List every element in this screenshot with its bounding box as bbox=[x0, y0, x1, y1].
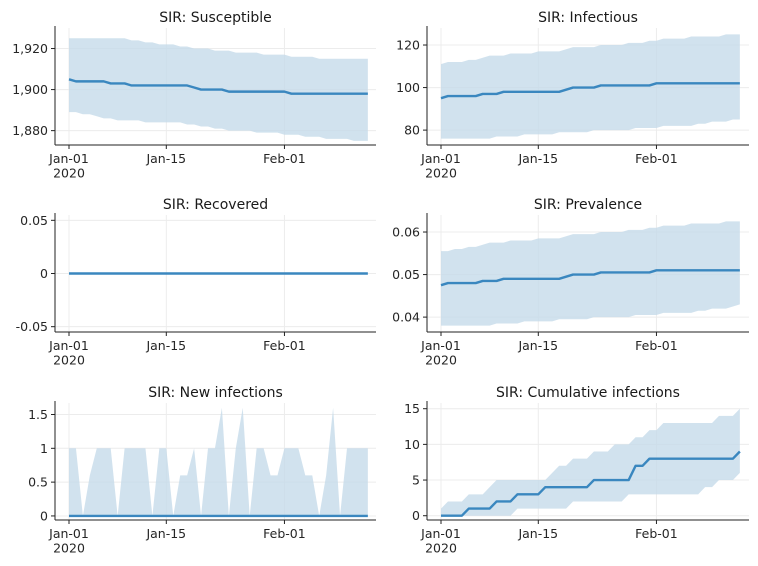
y-tick-label: 120 bbox=[396, 38, 420, 53]
x-tick-label: Jan-01 2020 bbox=[420, 526, 461, 556]
x-tick-label: Jan-15 bbox=[145, 526, 186, 541]
subplot-5: 0 0.5 1 1.5 Jan-01 2020 Jan-15 Feb-01 SIR: New i… bbox=[28, 385, 376, 556]
x-tick-label-line: Jan-01 bbox=[48, 151, 89, 166]
subplot-title: SIR: Recovered bbox=[163, 197, 268, 213]
mean-line bbox=[441, 450, 741, 517]
mean-line bbox=[440, 82, 740, 100]
y-tick-label: 1,880 bbox=[12, 123, 48, 138]
x-tick-label: Jan-15 bbox=[517, 151, 558, 166]
x-tick-label-line: Jan-01 bbox=[420, 151, 461, 166]
x-tick-label-line: Jan-01 bbox=[48, 526, 89, 541]
x-tick-label: Jan-15 bbox=[517, 338, 558, 353]
subplot-4: 0.04 0.05 0.06 Jan-01 2020 Jan-15 Feb-01 SIR: P… bbox=[392, 197, 749, 368]
x-tick-label: Jan-15 bbox=[145, 151, 186, 166]
subplot-2: 80 100 120 Jan-01 2020 Jan-15 Feb-01 SIR: Infec… bbox=[396, 10, 749, 181]
x-tick-label-line: 2020 bbox=[425, 166, 457, 181]
subplot-title: SIR: Infectious bbox=[538, 10, 638, 26]
confidence-band bbox=[441, 408, 740, 516]
y-tick-label: 0 bbox=[40, 508, 48, 523]
y-tick-label: 80 bbox=[404, 123, 420, 138]
x-tick-label-line: 2020 bbox=[425, 541, 457, 556]
x-tick-label: Jan-01 2020 bbox=[420, 151, 461, 181]
y-tick-label: 1.5 bbox=[28, 407, 48, 422]
x-tick-label-line: Jan-15 bbox=[145, 526, 186, 541]
x-tick-label-line: 2020 bbox=[53, 166, 85, 181]
x-tick-label-line: Feb-01 bbox=[263, 151, 306, 166]
x-tick-label-line: Jan-01 bbox=[420, 338, 461, 353]
x-tick-label: Feb-01 bbox=[263, 151, 306, 166]
y-tick-label: 5 bbox=[412, 473, 420, 488]
y-tick-label: 15 bbox=[404, 401, 420, 416]
confidence-band bbox=[69, 407, 368, 516]
x-tick-label: Jan-01 2020 bbox=[48, 338, 89, 368]
y-tick-label: 10 bbox=[404, 437, 420, 452]
x-tick-label-line: Jan-01 bbox=[48, 338, 89, 353]
x-tick-label-line: 2020 bbox=[53, 353, 85, 368]
x-tick-label: Feb-01 bbox=[635, 151, 678, 166]
x-tick-label-line: Feb-01 bbox=[635, 338, 678, 353]
x-tick-label: Jan-01 2020 bbox=[48, 526, 89, 556]
subplot-1: 1,880 1,900 1,920 Jan-01 2020 Jan-15 Feb-01 SIR… bbox=[12, 10, 376, 181]
x-tick-label: Jan-15 bbox=[145, 338, 186, 353]
x-tick-label-line: Feb-01 bbox=[635, 526, 678, 541]
y-tick-label: 0 bbox=[412, 508, 420, 523]
subplot-title: SIR: New infections bbox=[148, 385, 283, 401]
x-tick-label-line: Feb-01 bbox=[263, 526, 306, 541]
mean-line bbox=[440, 269, 740, 287]
y-tick-label: 0.06 bbox=[392, 225, 420, 240]
x-tick-label: Feb-01 bbox=[263, 526, 306, 541]
y-tick-label: 0.5 bbox=[28, 475, 48, 490]
subplot-3: -0.05 0 0.05 Jan-01 2020 Jan-15 Feb-01 SIR: Rec… bbox=[16, 197, 376, 368]
x-tick-label-line: 2020 bbox=[53, 541, 85, 556]
y-tick-label: 0.04 bbox=[392, 310, 420, 325]
y-tick-label: 100 bbox=[396, 80, 420, 95]
x-tick-label-line: Jan-15 bbox=[517, 526, 558, 541]
x-tick-label-line: Feb-01 bbox=[263, 338, 306, 353]
x-tick-label: Feb-01 bbox=[635, 338, 678, 353]
subplot-title: SIR: Prevalence bbox=[534, 197, 642, 213]
y-tick-label: 1 bbox=[40, 441, 48, 456]
x-tick-label-line: Feb-01 bbox=[635, 151, 678, 166]
y-tick-label: -0.05 bbox=[16, 319, 48, 334]
y-tick-label: 0.05 bbox=[20, 213, 48, 228]
x-tick-label: Feb-01 bbox=[635, 526, 678, 541]
x-tick-label-line: Jan-15 bbox=[517, 151, 558, 166]
x-tick-label-line: Jan-01 bbox=[420, 526, 461, 541]
y-tick-label: 1,920 bbox=[12, 41, 48, 56]
subplot-6: 0 5 10 15 Jan-01 2020 Jan-15 Feb-01 SIR: Cumulat… bbox=[404, 385, 749, 556]
x-tick-label: Feb-01 bbox=[263, 338, 306, 353]
y-tick-label: 0 bbox=[40, 266, 48, 281]
x-tick-label-line: Jan-15 bbox=[145, 338, 186, 353]
x-tick-label-line: Jan-15 bbox=[145, 151, 186, 166]
x-tick-label: Jan-01 2020 bbox=[48, 151, 89, 181]
x-tick-label-line: Jan-15 bbox=[517, 338, 558, 353]
y-tick-label: 1,900 bbox=[12, 82, 48, 97]
x-tick-label-line: 2020 bbox=[425, 353, 457, 368]
mean-line bbox=[68, 78, 368, 95]
subplot-title: SIR: Susceptible bbox=[159, 10, 272, 26]
x-tick-label: Jan-01 2020 bbox=[420, 338, 461, 368]
x-tick-label: Jan-15 bbox=[517, 526, 558, 541]
subplot-title: SIR: Cumulative infections bbox=[496, 385, 680, 401]
y-tick-label: 0.05 bbox=[392, 267, 420, 282]
